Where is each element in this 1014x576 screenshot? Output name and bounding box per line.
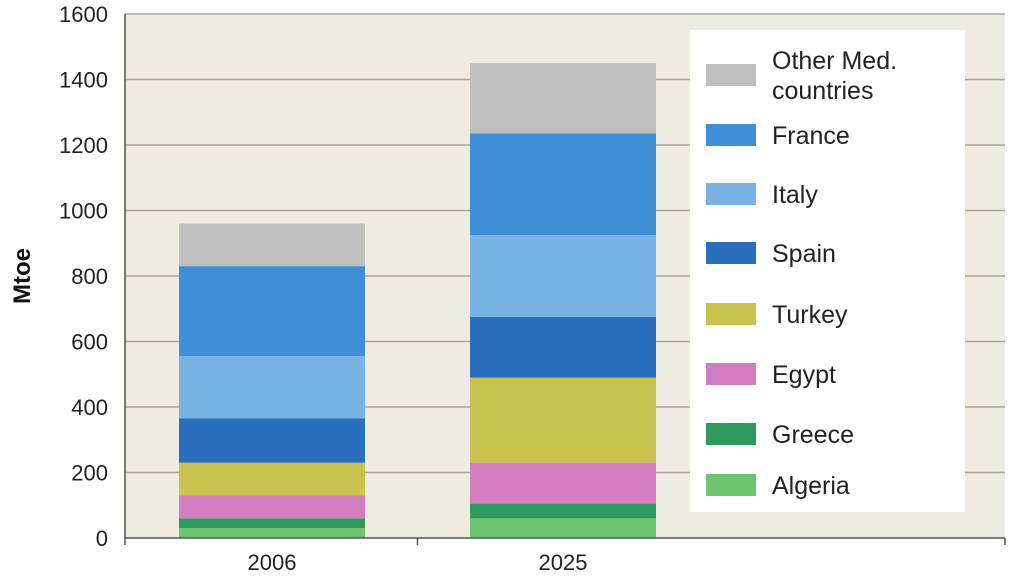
- y-tick-label: 1400: [59, 68, 108, 93]
- bar-segment-turkey-2025: [470, 377, 656, 463]
- legend-swatch-egypt: [706, 363, 756, 385]
- legend-label-other-med-countries-line-2: countries: [772, 77, 873, 105]
- legend-label-spain: Spain: [772, 240, 836, 268]
- y-tick-label: 1200: [59, 133, 108, 158]
- bar-segment-spain-2006: [179, 418, 365, 463]
- y-axis-label: Mtoe: [9, 248, 36, 304]
- bars: [179, 63, 656, 538]
- bar-segment-greece-2025: [470, 503, 656, 519]
- legend-swatch-italy: [706, 183, 756, 205]
- bar-segment-turkey-2006: [179, 462, 365, 496]
- y-tick-label: 0: [96, 526, 108, 551]
- axes: [124, 14, 1006, 545]
- bar-segment-egypt-2006: [179, 495, 365, 519]
- legend-swatch-spain: [706, 242, 756, 264]
- legend: Other Med.countries France Italy Spain Turke…: [690, 30, 965, 512]
- legend-swatch-greece: [706, 423, 756, 445]
- legend-swatch-france: [706, 124, 756, 146]
- y-tick-label: 1000: [59, 199, 108, 224]
- legend-swatch-algeria: [706, 474, 756, 496]
- legend-swatch-turkey: [706, 303, 756, 325]
- legend-label-egypt: Egypt: [772, 361, 836, 389]
- y-tick-label: 600: [71, 330, 108, 355]
- bar-segment-greece-2006: [179, 518, 365, 529]
- legend-label-other-med-countries-line-1: Other Med.: [772, 47, 897, 75]
- y-tick-label: 200: [71, 461, 108, 486]
- legend-label-algeria: Algeria: [772, 472, 850, 500]
- legend-swatch-other-med-countries: [706, 64, 756, 86]
- x-tick-labels: 2006 2025: [248, 550, 588, 575]
- x-tick-label: 2006: [248, 550, 297, 575]
- y-tick-label: 400: [71, 395, 108, 420]
- y-tick-label: 1600: [59, 2, 108, 27]
- y-tick-labels: 0 200 400 600 800 1000 1200 1400 1600: [59, 2, 108, 551]
- bar-segment-italy-2006: [179, 356, 365, 419]
- bar-segment-italy-2025: [470, 235, 656, 317]
- legend-label-greece: Greece: [772, 421, 854, 449]
- bar-segment-other-med-countries-2025: [470, 63, 656, 134]
- legend-label-italy: Italy: [772, 181, 818, 209]
- bar-segment-france-2006: [179, 266, 365, 357]
- bar-segment-france-2025: [470, 133, 656, 236]
- bar-segment-algeria-2025: [470, 518, 656, 538]
- legend-label-france: France: [772, 122, 850, 150]
- bar-segment-algeria-2006: [179, 528, 365, 538]
- bar-segment-egypt-2025: [470, 462, 656, 504]
- legend-label-turkey: Turkey: [772, 301, 848, 329]
- bar-segment-spain-2025: [470, 316, 656, 378]
- y-tick-label: 800: [71, 264, 108, 289]
- x-tick-label: 2025: [539, 550, 588, 575]
- bar-segment-other-med-countries-2006: [179, 223, 365, 267]
